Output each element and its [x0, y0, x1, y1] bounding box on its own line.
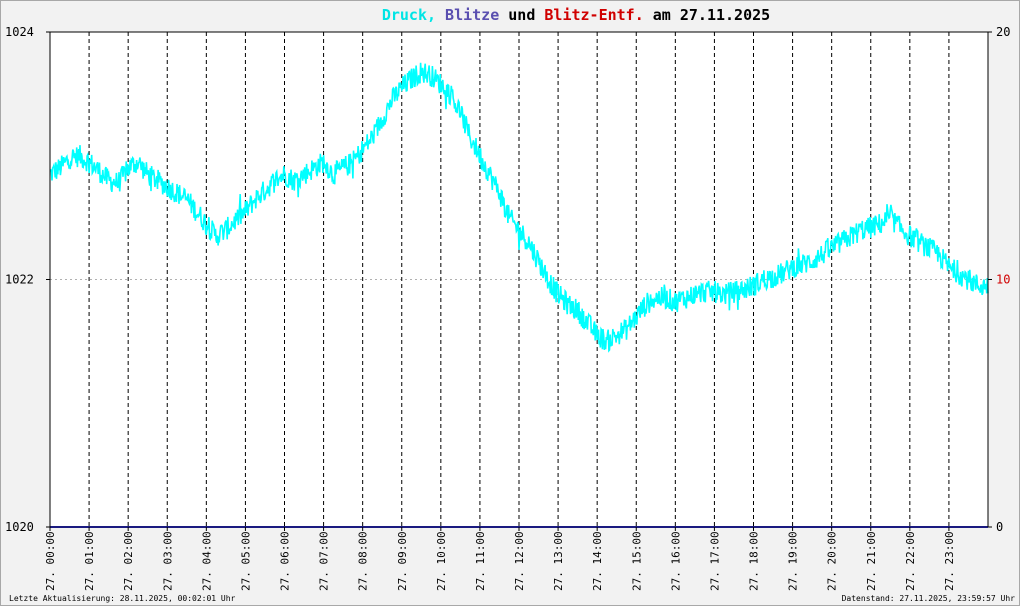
x-tick-label: 27. 15:00	[630, 531, 643, 591]
x-tick-label: 27. 11:00	[474, 531, 487, 591]
x-tick-label: 27. 12:00	[513, 531, 526, 591]
x-tick-label: 27. 02:00	[122, 531, 135, 591]
pressure-series-line	[49, 62, 989, 353]
y-left-tick-label: 1024	[5, 25, 34, 39]
footer-data-status: Datenstand: 27.11.2025, 23:59:57 Uhr	[841, 594, 1015, 603]
x-tick-label: 27. 18:00	[748, 531, 761, 591]
x-tick-label: 27. 13:00	[552, 531, 565, 591]
x-tick-label: 27. 06:00	[279, 531, 292, 591]
x-tick-label: 27. 01:00	[83, 531, 96, 591]
title-part: Druck,	[382, 6, 436, 24]
y-right-tick-label: 10	[996, 273, 1010, 287]
title-part: Blitze	[436, 6, 499, 24]
x-tick-label: 27. 00:00	[44, 531, 57, 591]
title-part: Blitz-Entf.	[535, 6, 643, 24]
x-tick-label: 27. 08:00	[357, 531, 370, 591]
footer-last-update: Letzte Aktualisierung: 28.11.2025, 00:02…	[9, 594, 236, 603]
x-tick-label: 27. 04:00	[200, 531, 213, 591]
x-tick-label: 27. 16:00	[669, 531, 682, 591]
title-part: und	[499, 6, 535, 24]
x-tick-label: 27. 05:00	[239, 531, 252, 591]
title-part: am 27.11.2025	[644, 6, 770, 24]
x-tick-label: 27. 17:00	[708, 531, 721, 591]
x-tick-label: 27. 20:00	[826, 531, 839, 591]
y-left-tick-label: 1020	[5, 520, 34, 534]
x-tick-label: 27. 19:00	[787, 531, 800, 591]
y-right-tick-label: 20	[996, 25, 1010, 39]
x-tick-label: 27. 14:00	[591, 531, 604, 591]
x-tick-label: 27. 09:00	[396, 531, 409, 591]
x-tick-label: 27. 03:00	[161, 531, 174, 591]
x-tick-label: 27. 23:00	[943, 531, 956, 591]
x-tick-label: 27. 10:00	[435, 531, 448, 591]
x-tick-label: 27. 22:00	[904, 531, 917, 591]
chart-title: Druck, Blitze und Blitz-Entf. am 27.11.2…	[382, 6, 770, 24]
x-tick-label: 27. 07:00	[318, 531, 331, 591]
y-left-tick-label: 1022	[5, 273, 34, 287]
axes	[46, 31, 992, 531]
x-tick-label: 27. 21:00	[865, 531, 878, 591]
y-right-tick-label: 0	[996, 520, 1003, 534]
grid-lines	[50, 32, 988, 527]
